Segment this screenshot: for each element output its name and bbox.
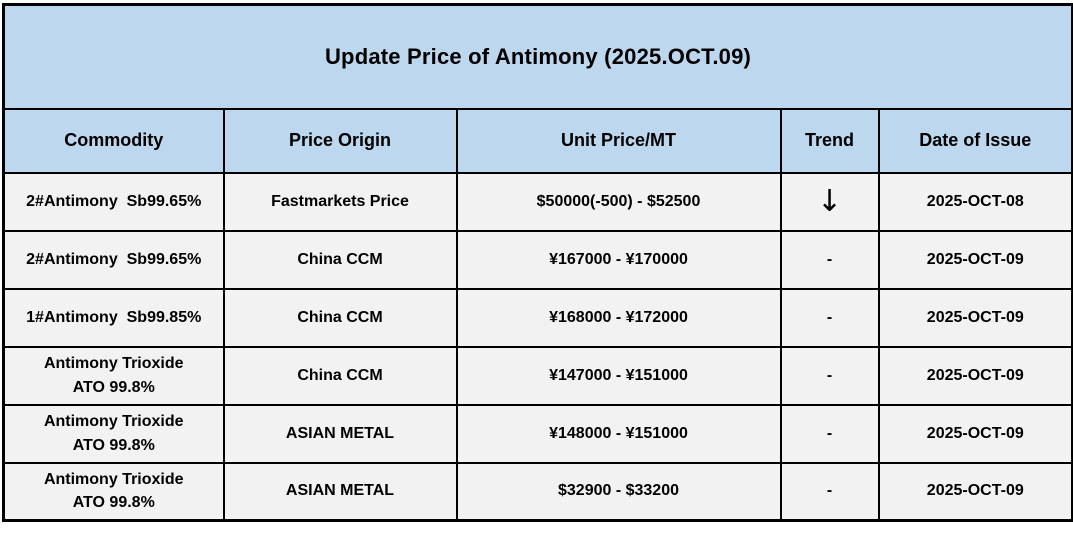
trend-flat-cell: - bbox=[779, 229, 880, 290]
table-row: Antimony Trioxide ATO 99.8% China CCM ¥1… bbox=[2, 345, 1073, 406]
unit-price-cell: $32900 - $33200 bbox=[455, 461, 782, 522]
trend-down-arrow-icon: ↓ bbox=[779, 171, 880, 232]
table-row: 2#Antimony Sb99.65% Fastmarkets Price $5… bbox=[2, 171, 1073, 232]
commodity-cell: Antimony Trioxide ATO 99.8% bbox=[2, 403, 225, 464]
price-origin-cell: China CCM bbox=[222, 345, 458, 406]
commodity-cell: Antimony Trioxide ATO 99.8% bbox=[2, 461, 225, 522]
date-of-issue-cell: 2025-OCT-09 bbox=[877, 461, 1073, 522]
table-row: Antimony Trioxide ATO 99.8% ASIAN METAL … bbox=[2, 403, 1073, 464]
antimony-price-table: Update Price of Antimony (2025.OCT.09) C… bbox=[2, 3, 1073, 522]
table-row: Antimony Trioxide ATO 99.8% ASIAN METAL … bbox=[2, 461, 1073, 522]
trend-flat-cell: - bbox=[779, 345, 880, 406]
date-of-issue-cell: 2025-OCT-09 bbox=[877, 229, 1073, 290]
price-origin-cell: ASIAN METAL bbox=[222, 403, 458, 464]
title-row: Update Price of Antimony (2025.OCT.09) bbox=[2, 3, 1073, 110]
commodity-cell: 1#Antimony Sb99.85% bbox=[2, 287, 225, 348]
column-header-trend: Trend bbox=[779, 107, 880, 174]
date-of-issue-cell: 2025-OCT-09 bbox=[877, 345, 1073, 406]
price-origin-cell: Fastmarkets Price bbox=[222, 171, 458, 232]
commodity-cell: 2#Antimony Sb99.65% bbox=[2, 171, 225, 232]
price-origin-cell: China CCM bbox=[222, 229, 458, 290]
column-header-commodity: Commodity bbox=[2, 107, 225, 174]
price-origin-cell: China CCM bbox=[222, 287, 458, 348]
unit-price-cell: $50000(-500) - $52500 bbox=[455, 171, 782, 232]
unit-price-cell: ¥147000 - ¥151000 bbox=[455, 345, 782, 406]
column-header-price-origin: Price Origin bbox=[222, 107, 458, 174]
date-of-issue-cell: 2025-OCT-08 bbox=[877, 171, 1073, 232]
table-row: 1#Antimony Sb99.85% China CCM ¥168000 - … bbox=[2, 287, 1073, 348]
unit-price-cell: ¥148000 - ¥151000 bbox=[455, 403, 782, 464]
price-sheet: Update Price of Antimony (2025.OCT.09) C… bbox=[2, 3, 1073, 522]
page-title: Update Price of Antimony (2025.OCT.09) bbox=[2, 3, 1073, 110]
date-of-issue-cell: 2025-OCT-09 bbox=[877, 403, 1073, 464]
commodity-cell: Antimony Trioxide ATO 99.8% bbox=[2, 345, 225, 406]
table-header-row: Commodity Price Origin Unit Price/MT Tre… bbox=[2, 107, 1073, 174]
date-of-issue-cell: 2025-OCT-09 bbox=[877, 287, 1073, 348]
trend-flat-cell: - bbox=[779, 287, 880, 348]
table-row: 2#Antimony Sb99.65% China CCM ¥167000 - … bbox=[2, 229, 1073, 290]
column-header-unit-price: Unit Price/MT bbox=[455, 107, 782, 174]
unit-price-cell: ¥168000 - ¥172000 bbox=[455, 287, 782, 348]
unit-price-cell: ¥167000 - ¥170000 bbox=[455, 229, 782, 290]
trend-flat-cell: - bbox=[779, 403, 880, 464]
price-origin-cell: ASIAN METAL bbox=[222, 461, 458, 522]
trend-flat-cell: - bbox=[779, 461, 880, 522]
commodity-cell: 2#Antimony Sb99.65% bbox=[2, 229, 225, 290]
column-header-date-of-issue: Date of Issue bbox=[877, 107, 1073, 174]
